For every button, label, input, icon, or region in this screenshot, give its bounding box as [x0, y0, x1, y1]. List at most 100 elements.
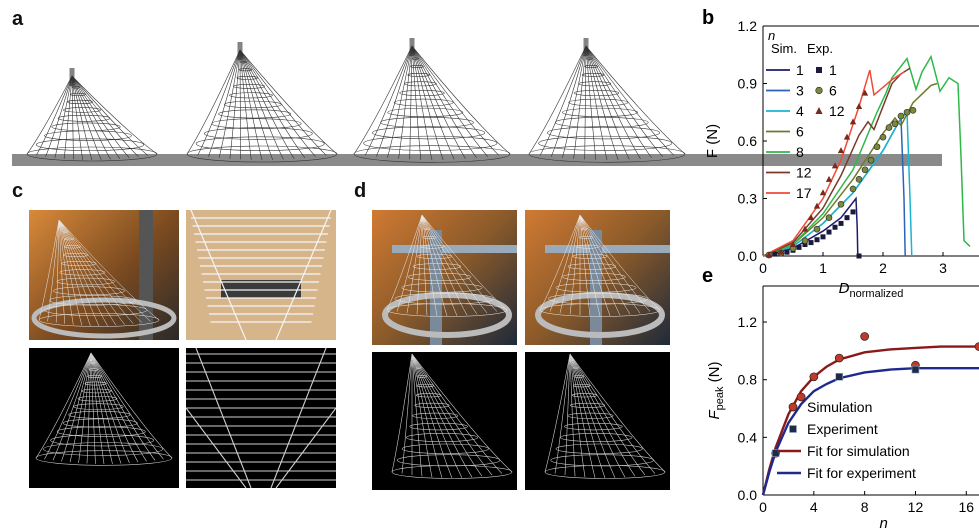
web-ring-thread	[397, 454, 501, 467]
web-ring-thread	[393, 98, 454, 107]
web-radial-thread	[239, 49, 306, 158]
web-radial-thread	[58, 219, 125, 325]
panel-a-simulation-renders	[12, 38, 942, 166]
x-axis-label-sub: normalized	[850, 288, 904, 300]
x-tick-label: 2	[879, 260, 887, 276]
web-radial-thread	[71, 75, 148, 156]
web-radial-thread	[569, 353, 666, 473]
web-radial-thread	[411, 45, 488, 157]
web-ring-thread	[35, 450, 173, 466]
panel-label-e: e	[702, 265, 713, 287]
web-ring-thread	[544, 465, 666, 479]
exp-point-n6	[879, 133, 887, 141]
legend-marker-exp-n1	[816, 67, 822, 73]
y-tick-label: 0.6	[738, 133, 758, 149]
web-radial-thread	[421, 214, 488, 314]
legend-label-n6: 6	[796, 124, 804, 140]
web-ring-thread	[239, 68, 252, 72]
x-tick-label: 12	[908, 499, 924, 515]
web-radial-thread	[239, 49, 295, 159]
render-d-web-2	[525, 352, 670, 490]
web-radial-thread	[421, 214, 438, 316]
web-radial-thread	[585, 45, 630, 160]
web-radial-thread	[579, 214, 601, 317]
web-radial-thread	[275, 210, 332, 340]
exp-point-n1	[802, 242, 808, 247]
web-ring-thread	[405, 433, 479, 442]
web-radial-thread	[562, 45, 587, 158]
web-ring-thread	[224, 100, 282, 109]
photo-c-web-closeup	[186, 210, 336, 340]
web-radial-thread	[398, 45, 413, 159]
web-ring-thread	[387, 107, 464, 117]
web-radial-thread	[579, 214, 591, 316]
web-renders	[26, 38, 686, 163]
web-ring-thread	[573, 89, 620, 97]
y-axis-label: Fpeak (N)	[706, 361, 726, 419]
web-ring-thread	[538, 135, 673, 151]
web-ring-thread	[204, 127, 313, 140]
web-ring-thread	[410, 65, 424, 68]
web-ring-thread	[240, 61, 247, 64]
web-ring-thread	[409, 422, 468, 431]
web-ring-thread	[401, 443, 489, 454]
web-ring-thread	[554, 117, 649, 128]
web-radial-thread	[58, 219, 151, 322]
point-simulation	[860, 332, 869, 341]
web-radial-thread	[421, 214, 498, 312]
web-ring-thread	[403, 81, 437, 87]
point-experiment	[771, 449, 780, 457]
web-radial-thread	[585, 45, 652, 158]
web-ring-thread	[391, 465, 513, 479]
web-radial-thread	[579, 214, 641, 314]
web-ring-thread	[567, 263, 617, 270]
web-ring-thread	[573, 366, 579, 369]
web-radial-thread	[585, 45, 675, 156]
web-radial-thread	[239, 49, 316, 157]
x-tick-label: 1	[819, 260, 827, 276]
legend-sim-header: Sim.	[771, 41, 797, 56]
web-ring-thread	[412, 263, 462, 270]
web-radial-thread	[585, 45, 597, 160]
web-ring-thread	[555, 282, 637, 293]
legend-title: n	[768, 28, 775, 43]
web-radial-thread	[569, 353, 586, 478]
web-ring-thread	[89, 368, 99, 371]
legend-marker-experiment	[789, 425, 797, 433]
legend-label-n17: 17	[796, 185, 812, 201]
web-ring-thread	[386, 303, 508, 317]
web-ring-thread	[57, 114, 111, 122]
web-radial-thread	[569, 353, 616, 478]
render-c-web-closeup	[186, 348, 336, 488]
x-tick-label: 0	[759, 499, 767, 515]
web-ring-thread	[423, 220, 426, 222]
web-radial-thread	[386, 214, 423, 311]
web-ring-thread	[44, 304, 148, 316]
exp-point-n6	[909, 107, 917, 114]
web-ring-thread	[61, 224, 64, 226]
web-radial-thread	[90, 352, 113, 464]
web-ring-thread	[416, 375, 428, 378]
web-ring-thread	[548, 293, 648, 305]
web-radial-thread	[90, 352, 173, 459]
web-ring-thread	[229, 92, 273, 99]
web-radial-thread	[90, 352, 96, 464]
web-ring-thread	[90, 362, 96, 365]
web-radial-thread	[579, 214, 631, 315]
web-ring-thread	[572, 253, 608, 259]
web-radial-thread	[579, 214, 651, 312]
render-c-web	[29, 348, 179, 488]
web-radial-thread	[387, 45, 413, 158]
web-radial-thread	[71, 75, 139, 157]
exp-point-n6	[867, 156, 875, 164]
web-radial-thread	[45, 75, 73, 157]
web-ring-thread	[26, 146, 158, 162]
web-radial-thread	[585, 45, 619, 160]
web-radial-thread	[71, 75, 111, 160]
x-tick-label: 3	[939, 260, 947, 276]
web-radial-thread	[549, 214, 581, 312]
web-radial-thread	[411, 45, 433, 161]
web-radial-thread	[71, 75, 102, 160]
exp-point-n1	[844, 215, 850, 221]
exp-point-n6	[825, 214, 833, 221]
